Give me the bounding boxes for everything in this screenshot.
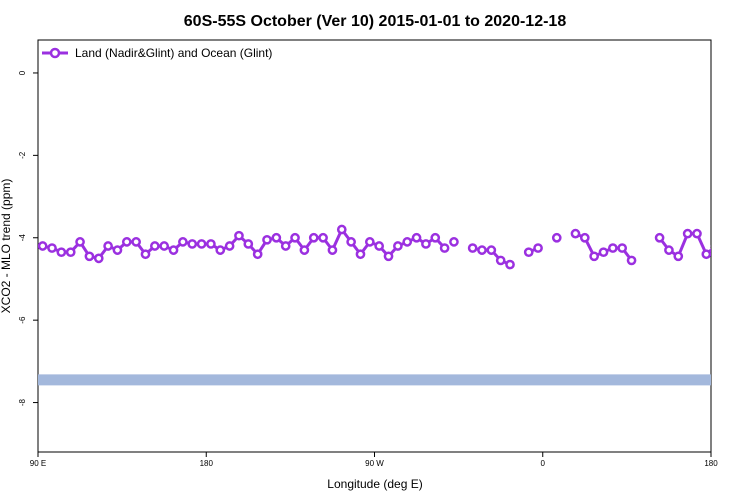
data-point bbox=[318, 232, 328, 243]
data-point bbox=[467, 243, 478, 253]
data-point bbox=[402, 237, 413, 247]
data-point bbox=[346, 237, 356, 247]
data-point bbox=[280, 241, 291, 251]
y-tick-label: -8 bbox=[18, 398, 27, 406]
data-point bbox=[664, 245, 674, 255]
data-point bbox=[731, 249, 738, 256]
data-point bbox=[626, 255, 637, 266]
data-point bbox=[411, 232, 422, 243]
data-point bbox=[374, 241, 385, 251]
data-point bbox=[243, 239, 254, 249]
data-point bbox=[299, 245, 310, 255]
data-point bbox=[206, 239, 216, 249]
data-point bbox=[533, 243, 543, 253]
y-axis-label: XCO2 - MLO trend (ppm) bbox=[0, 179, 13, 314]
y-tick-label: 0 bbox=[18, 70, 27, 75]
data-point bbox=[215, 245, 226, 255]
data-point bbox=[103, 241, 113, 251]
data-point bbox=[710, 244, 711, 248]
data-point bbox=[383, 251, 394, 262]
data-point bbox=[673, 251, 684, 262]
data-point bbox=[364, 237, 375, 247]
data-point bbox=[131, 237, 141, 247]
data-point bbox=[430, 232, 441, 243]
legend: Land (Nadir&Glint) and Ocean (Glint) bbox=[42, 46, 272, 60]
data-point bbox=[234, 230, 244, 241]
data-point bbox=[579, 232, 590, 243]
data-point bbox=[93, 253, 104, 264]
x-tick-label: 0 bbox=[541, 459, 546, 468]
legend-marker bbox=[49, 47, 61, 59]
data-point bbox=[224, 241, 235, 251]
data-point bbox=[589, 251, 600, 262]
data-point bbox=[551, 232, 562, 243]
data-point bbox=[271, 232, 282, 243]
data-point bbox=[570, 228, 581, 239]
data-point bbox=[355, 249, 366, 260]
x-tick-label: 90 E bbox=[30, 459, 46, 468]
x-tick-label: 90 W bbox=[365, 459, 384, 468]
data-point bbox=[56, 247, 67, 258]
data-point bbox=[598, 247, 609, 258]
data-point bbox=[336, 224, 347, 235]
data-point bbox=[168, 245, 179, 255]
data-point bbox=[112, 245, 123, 255]
data-point bbox=[721, 244, 728, 251]
y-tick-label: -6 bbox=[18, 316, 27, 324]
data-point bbox=[505, 259, 515, 270]
data-point bbox=[196, 239, 207, 249]
data-point bbox=[682, 228, 693, 239]
data-point bbox=[327, 245, 338, 255]
data-point bbox=[495, 255, 506, 266]
data-point bbox=[290, 232, 300, 243]
data-point bbox=[252, 249, 263, 260]
data-point bbox=[654, 232, 665, 243]
x-axis-label: Longitude (deg E) bbox=[327, 477, 422, 491]
data-point bbox=[38, 241, 48, 251]
data-point bbox=[692, 228, 702, 239]
data-point bbox=[47, 243, 57, 253]
y-tick-label: -4 bbox=[18, 234, 27, 242]
data-point bbox=[84, 251, 95, 262]
data-point bbox=[140, 249, 151, 260]
y-tick-label: -2 bbox=[18, 151, 27, 159]
data-point bbox=[486, 245, 497, 255]
data-point bbox=[121, 237, 132, 247]
data-point bbox=[617, 243, 628, 253]
data-point bbox=[740, 249, 747, 256]
data-point bbox=[701, 249, 711, 260]
data-point bbox=[308, 232, 319, 243]
data-point bbox=[421, 239, 431, 249]
data-point bbox=[449, 237, 459, 247]
data-point bbox=[523, 247, 534, 258]
data-point bbox=[262, 234, 272, 245]
chart-title: 60S-55S October (Ver 10) 2015-01-01 to 2… bbox=[184, 13, 567, 30]
legend-label: Land (Nadir&Glint) and Ocean (Glint) bbox=[75, 46, 272, 60]
series-line bbox=[658, 232, 711, 258]
data-point bbox=[393, 241, 403, 251]
data-point bbox=[608, 243, 618, 253]
data-point bbox=[159, 241, 170, 251]
data-point bbox=[477, 245, 487, 255]
data-point bbox=[65, 247, 76, 258]
x-tick-label: 180 bbox=[704, 459, 718, 468]
data-point bbox=[178, 237, 188, 247]
data-point bbox=[75, 237, 85, 247]
data-point bbox=[187, 239, 198, 249]
data-point bbox=[439, 243, 450, 253]
x-tick-label: 180 bbox=[200, 459, 214, 468]
data-point bbox=[149, 241, 160, 251]
